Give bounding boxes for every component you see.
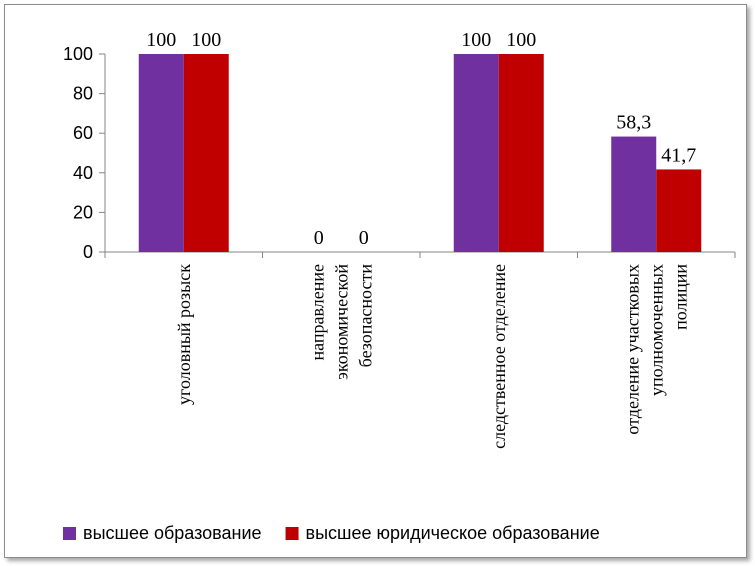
y-tick-label: 100 — [63, 44, 93, 64]
x-category-label: уполномоченных — [646, 264, 666, 396]
legend[interactable]: высшее образование высшее юридическое обр… — [63, 523, 600, 543]
legend-entry[interactable]: высшее юридическое образование — [306, 523, 600, 543]
data-label: 100 — [146, 29, 176, 51]
data-label: 100 — [506, 29, 536, 51]
y-tick-label: 80 — [73, 84, 93, 104]
category-labels: уголовный розыск направление экономической… — [174, 264, 691, 449]
data-labels: 100 100 0 0 100 100 58,3 41,7 — [146, 29, 696, 249]
bars — [138, 54, 702, 252]
x-category-label: следственное отделение — [489, 264, 509, 449]
legend-swatch — [285, 527, 299, 540]
x-axis — [104, 251, 736, 258]
bar — [611, 136, 657, 252]
x-category-label: полиции — [670, 264, 690, 330]
y-tick-label: 0 — [83, 242, 93, 262]
bar — [138, 54, 184, 252]
bar — [183, 54, 229, 252]
bar — [498, 54, 544, 252]
bar — [453, 54, 499, 252]
legend-swatch — [63, 527, 76, 540]
data-label: 100 — [461, 29, 491, 51]
y-tick-label: 40 — [73, 163, 93, 183]
x-category-label: безопасности — [355, 264, 375, 368]
x-category-label: экономической — [331, 264, 351, 380]
data-label: 0 — [359, 227, 369, 249]
data-label: 58,3 — [616, 112, 651, 134]
y-tick-label: 60 — [73, 123, 93, 143]
x-category-label: отделение участковых — [622, 264, 642, 435]
data-label: 100 — [191, 29, 221, 51]
x-category-label: направление — [307, 264, 327, 361]
y-axis: 0 20 40 60 80 100 — [63, 44, 106, 262]
x-category-label: уголовный розыск — [174, 264, 194, 405]
data-label: 0 — [314, 227, 324, 249]
chart-frame — [4, 4, 747, 558]
legend-entry[interactable]: высшее образование — [83, 523, 262, 543]
y-tick-label: 20 — [73, 202, 93, 222]
data-label: 41,7 — [661, 144, 696, 166]
bar — [656, 169, 702, 252]
